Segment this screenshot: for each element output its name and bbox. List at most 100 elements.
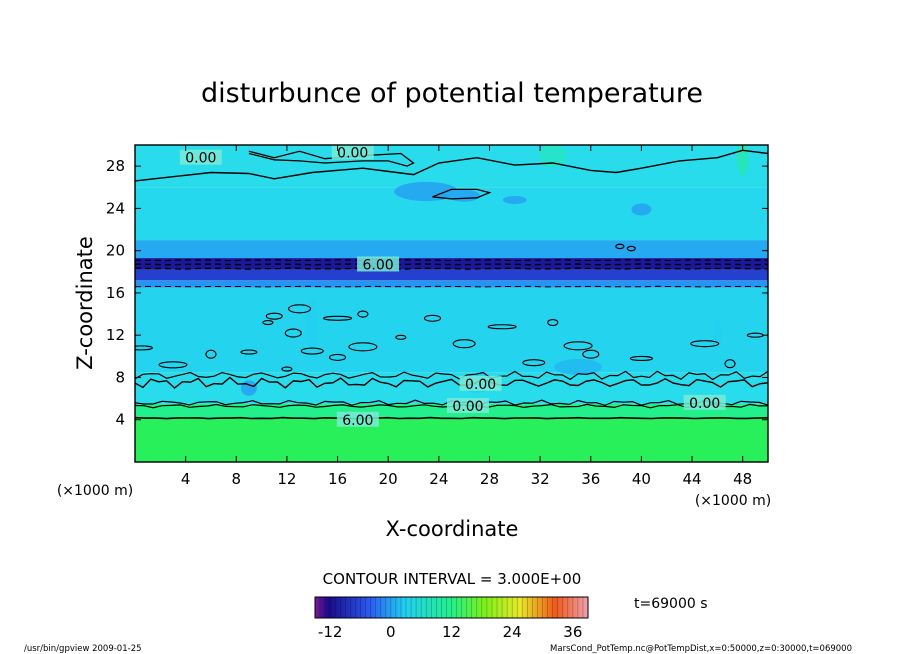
- contour-label-3: 0.00: [465, 377, 496, 393]
- contour-label-4: 0.00: [452, 399, 483, 415]
- y-tick-label-6: 28: [106, 157, 125, 175]
- contour-6-lower: [135, 416, 768, 420]
- contour-fragment-5: [284, 328, 302, 338]
- x-tick-label-6: 28: [480, 470, 499, 488]
- contour-0-top: [135, 149, 768, 182]
- colorbar-fill: [314, 596, 589, 619]
- y-axis-ticks: 4 8 12 16 20 24 28: [106, 157, 768, 429]
- contour-fragment-25: [329, 353, 347, 361]
- x-unit-left: (×1000 m): [57, 483, 133, 499]
- contour-fragment-4: [357, 310, 369, 318]
- band-3: [135, 287, 768, 373]
- contour-fragment-19: [690, 340, 720, 348]
- footer-right: MarsCond_PotTemp.nc@PotTempDist,x=0:5000…: [550, 644, 852, 654]
- contour-label-bg-4: [446, 398, 489, 414]
- contour-neg12: [135, 259, 768, 262]
- contour-fragment-15: [487, 324, 517, 330]
- colorbar-tick-label-4: 36: [563, 623, 582, 641]
- contour-fragment-20: [724, 359, 736, 369]
- band-5: [135, 269, 768, 281]
- contour-dot-1: [626, 245, 636, 252]
- x-tick-label-3: 16: [328, 470, 347, 488]
- chart-title: disturbunce of potential temperature: [201, 78, 703, 109]
- color-bands: [135, 145, 768, 462]
- colorbar-tick-label-1: 0: [386, 623, 396, 641]
- contour-neg9: [135, 263, 768, 266]
- contour-fragment-12: [395, 334, 407, 340]
- band-6: [135, 258, 768, 270]
- contour-label-0: 0.00: [185, 151, 216, 167]
- plot-area: [135, 145, 768, 462]
- patch-1: [448, 189, 481, 202]
- time-label: t=69000 s: [634, 596, 708, 612]
- patch-9: [538, 145, 567, 168]
- y-tick-label-1: 8: [115, 368, 125, 386]
- contour-dot-0: [615, 243, 625, 250]
- patch-5: [240, 380, 257, 396]
- x-tick-label-4: 20: [379, 470, 398, 488]
- colorbar: -12 0 12 24 36: [314, 596, 589, 641]
- plot-frame: [134, 144, 769, 463]
- contour-label-6: 6.00: [342, 413, 373, 429]
- y-tick-label-2: 12: [106, 326, 125, 344]
- x-tick-label-11: 48: [733, 470, 752, 488]
- contour-fragment-22: [522, 359, 546, 367]
- contour-0-small-loop: [432, 188, 492, 200]
- contour-fragment-7: [158, 361, 188, 369]
- contour-fragment-11: [348, 342, 378, 352]
- y-tick-label-0: 4: [115, 411, 125, 429]
- x-tick-label-2: 12: [277, 470, 296, 488]
- x-tick-label-10: 44: [682, 470, 701, 488]
- y-tick-label-5: 24: [106, 199, 125, 217]
- footer-left: /usr/bin/gpview 2009-01-25: [24, 644, 142, 654]
- contour-lines: [135, 149, 768, 420]
- colorbar-tick-label-3: 24: [503, 623, 522, 641]
- patch-8: [736, 145, 749, 176]
- contour-fragment-2: [288, 304, 312, 314]
- contour-fragment-16: [547, 318, 559, 327]
- x-tick-label-8: 36: [581, 470, 600, 488]
- contour-label-group: 0.00 0.00 6.00 0.00 0.00 0.00 6.00: [179, 144, 726, 429]
- band-4: [135, 280, 768, 288]
- contour-0-upper-mid: [135, 370, 768, 381]
- contour-0-upper-loop: [248, 150, 415, 167]
- x-axis-label: X-coordinate: [386, 517, 519, 541]
- colorbar-ticks: -12 0 12 24 36: [318, 623, 582, 641]
- x-unit-right: (×1000 m): [695, 493, 771, 509]
- contour-fragment-1: [265, 312, 283, 320]
- patch-7: [713, 319, 722, 352]
- x-tick-label-1: 8: [232, 470, 242, 488]
- contour-label-bg-6: [336, 411, 379, 427]
- patch-0: [394, 181, 459, 202]
- contour-fragment-10: [300, 347, 324, 355]
- x-tick-label-0: 4: [181, 470, 191, 488]
- patch-2: [502, 195, 527, 204]
- contour-fragment-8: [205, 349, 217, 359]
- contour-fragment-3: [323, 315, 353, 321]
- colorbar-stripes: [319, 597, 584, 618]
- contour-label-bg-5: [683, 394, 726, 410]
- contour-fragment-0: [262, 319, 274, 326]
- contour-label-bg-0: [179, 149, 222, 165]
- contour-label-bg-3: [459, 375, 502, 391]
- contour-label-bg-1: [331, 144, 374, 160]
- band-9: [135, 145, 768, 188]
- contour-neg6: [135, 267, 768, 271]
- contour-fragment-9: [240, 349, 258, 355]
- patch-10: [306, 299, 319, 350]
- contour-label-bg-2: [357, 256, 400, 272]
- contour-fragment-17: [582, 349, 600, 359]
- x-tick-label-7: 32: [531, 470, 550, 488]
- contour-fragment-18: [629, 355, 653, 361]
- band-7: [135, 240, 768, 259]
- x-axis-ticks: 4 8 12 16 20 24 28 32 36 40 44 48: [181, 145, 752, 488]
- contour-label-5: 0.00: [689, 396, 720, 412]
- x-tick-label-9: 40: [632, 470, 651, 488]
- contour-label-2: 6.00: [362, 257, 393, 273]
- x-tick-label-5: 24: [429, 470, 448, 488]
- contour-fragment-14: [452, 339, 476, 349]
- patch-3: [631, 203, 652, 216]
- y-axis-label: Z-coordinate: [73, 236, 97, 370]
- y-tick-label-3: 16: [106, 284, 125, 302]
